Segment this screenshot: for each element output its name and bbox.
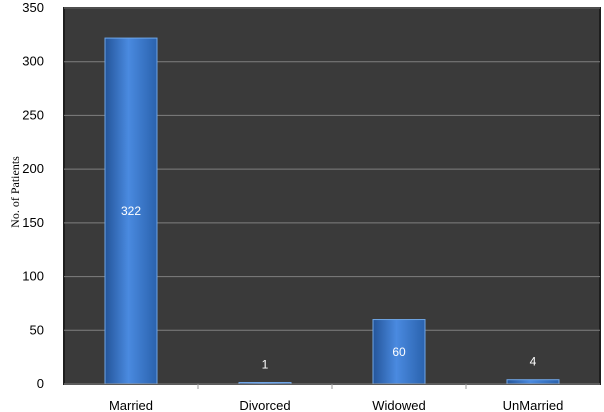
x-tick-labels: Married Divorced Widowed UnMarried (109, 384, 563, 412)
y-tick-label: 150 (22, 215, 44, 230)
y-tick-label: 100 (22, 269, 44, 284)
bar-married (104, 37, 158, 385)
bar-widowed (372, 319, 426, 385)
y-tick-label: 250 (22, 107, 44, 122)
y-tick-label: 0 (37, 376, 44, 391)
data-label: 322 (121, 204, 141, 218)
y-tick-label: 200 (22, 161, 44, 176)
x-tick-label: Widowed (372, 398, 425, 412)
y-tick-label: 50 (30, 322, 44, 337)
x-tick-label: Divorced (239, 398, 290, 412)
data-label: 60 (392, 345, 406, 359)
y-axis-title: No. of Patients (8, 156, 22, 228)
y-tick-labels: 0 50 100 150 200 250 300 350 (22, 0, 44, 391)
x-tick-label: UnMarried (503, 398, 564, 412)
data-label: 4 (530, 355, 537, 369)
x-tick-label: Married (109, 398, 153, 412)
data-label: 1 (262, 358, 269, 372)
bar-unmarried (506, 379, 560, 385)
y-tick-label: 350 (22, 0, 44, 15)
y-tick-label: 300 (22, 54, 44, 69)
bars: 322 1 60 4 (104, 37, 560, 385)
